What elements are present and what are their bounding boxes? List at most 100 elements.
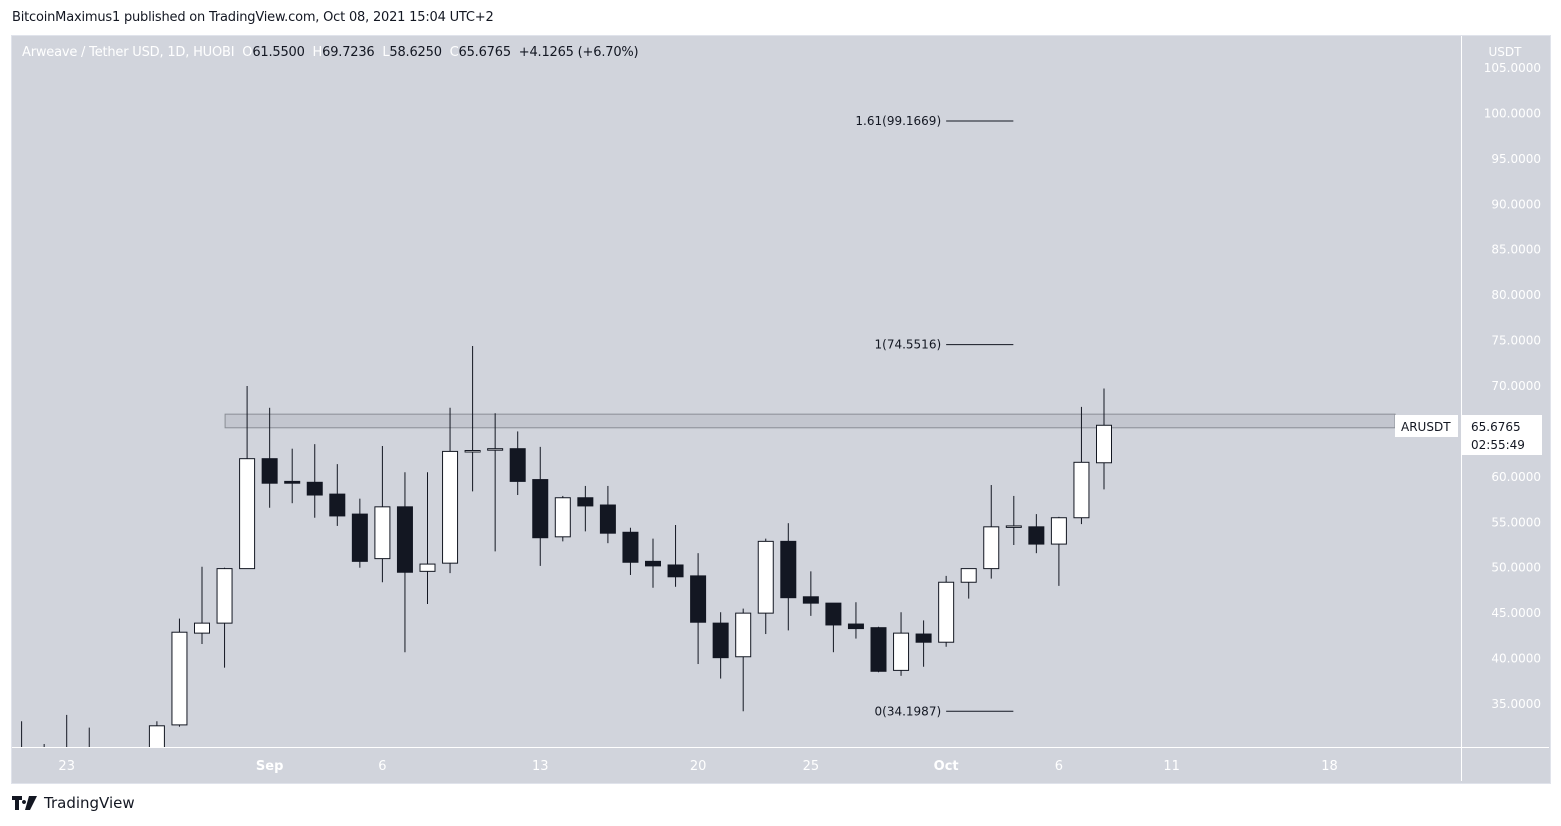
price-tick-label: 40.0000 [1491,652,1541,666]
time-tick-label: 18 [1321,759,1338,774]
currency-label: USDT [1489,45,1523,59]
candle-body-up [216,568,233,624]
candle [712,612,729,679]
candle-body-down [712,622,729,659]
time-tick-label: 25 [803,759,820,774]
candle [532,446,549,566]
candle-body-down [14,754,29,759]
candle-body-down [306,481,323,496]
last-price: 65.6765 [1471,420,1521,434]
candle-body-up [554,497,571,538]
candle-body-up [374,506,391,560]
candle [825,602,842,653]
candle-body-down [396,506,413,573]
candle-body-down [509,448,526,482]
candle [1096,388,1112,490]
candle-body-up [442,450,459,564]
candle-body-down [780,540,797,599]
candle [216,567,233,668]
candle [396,472,413,653]
open-key: O [242,45,253,60]
candle [577,485,594,532]
price-tick-label: 100.0000 [1484,106,1541,120]
time-axis[interactable]: 23 Sep 6 13 20 25 Oct 6 11 18 [58,759,1337,774]
candle [306,444,323,518]
candle [1073,406,1090,525]
price-tick-label: 105.0000 [1484,61,1541,75]
candle-body-down [261,458,278,484]
candle [757,538,774,635]
candle [419,472,436,605]
candle-body-down [329,493,346,517]
open-value: 61.5500 [252,45,305,60]
candle [194,566,210,645]
candle [14,721,29,759]
symbol-legend: Arweave / Tether USD, 1D, HUOBI O61.5500… [22,45,639,60]
price-tick-label: 35.0000 [1491,697,1541,711]
price-axis[interactable]: 35.0000 40.0000 45.0000 50.0000 55.0000 60.00… [1484,61,1541,711]
candle [171,618,188,727]
bar-countdown: 02:55:49 [1471,438,1525,452]
candle-body-down [284,480,301,484]
candle-body-down [667,564,684,578]
candle-body-up [735,612,752,658]
time-tick-label: 11 [1163,759,1180,774]
candle [509,431,526,496]
candle [442,407,459,574]
candle [1005,495,1022,545]
candle [847,602,864,639]
symbol-title: Arweave / Tether USD, 1D, HUOBI [22,45,235,60]
price-tick-label: 60.0000 [1491,470,1541,484]
symbol-label: ARUSDT [1401,420,1451,434]
candle-body-up [1073,461,1090,519]
low-key: L [382,45,390,60]
candle-body-up [757,540,774,614]
candle [464,346,481,492]
candle-body-up [464,450,481,453]
candle [148,721,165,747]
price-tick-label: 95.0000 [1491,152,1541,166]
brand-name: TradingView [44,794,135,812]
candle-body-down [915,633,932,643]
tradingview-logo[interactable]: TradingView [12,794,135,812]
candle [239,385,256,570]
candle [622,527,639,575]
candle [127,750,142,777]
price-tick-label: 80.0000 [1491,288,1541,302]
candle [351,498,368,568]
fib-level-label: 1(74.5516) [875,338,942,352]
candle [983,485,1000,579]
price-tick-label: 75.0000 [1491,334,1541,348]
high-key: H [312,45,323,60]
candle-body-down [847,623,864,630]
candle-body-up [419,563,436,572]
price-tick-label: 55.0000 [1491,515,1541,529]
candle-body-down [532,479,549,539]
candle-body-down [870,627,887,672]
price-tick-label: 85.0000 [1491,243,1541,257]
candle [915,620,932,667]
candle [938,575,955,647]
candle-body-down [802,596,819,604]
candle [66,714,68,747]
candle-body-up [893,632,910,671]
candle-body-up [960,568,977,583]
price-tick-label: 70.0000 [1491,379,1541,393]
candle-body-down [599,504,616,534]
candle-body-down [351,513,368,562]
price-tick-label: 50.0000 [1491,561,1541,575]
time-tick-label: 6 [378,759,386,774]
candle-body-down [1028,526,1045,545]
chart-frame[interactable] [11,35,1551,784]
last-price-tag: 65.6765 02:55:49 [1462,415,1542,455]
candle-body-up [194,622,210,634]
close-key: C [449,45,459,60]
candle-body-up [1050,517,1067,545]
candle [735,608,752,712]
time-tick-label: 13 [532,759,549,774]
low-value: 58.6250 [389,45,442,60]
resistance-zone [224,413,1396,429]
time-tick-label: 20 [690,759,707,774]
fib-level-label: 1.61(99.1669) [855,114,941,128]
